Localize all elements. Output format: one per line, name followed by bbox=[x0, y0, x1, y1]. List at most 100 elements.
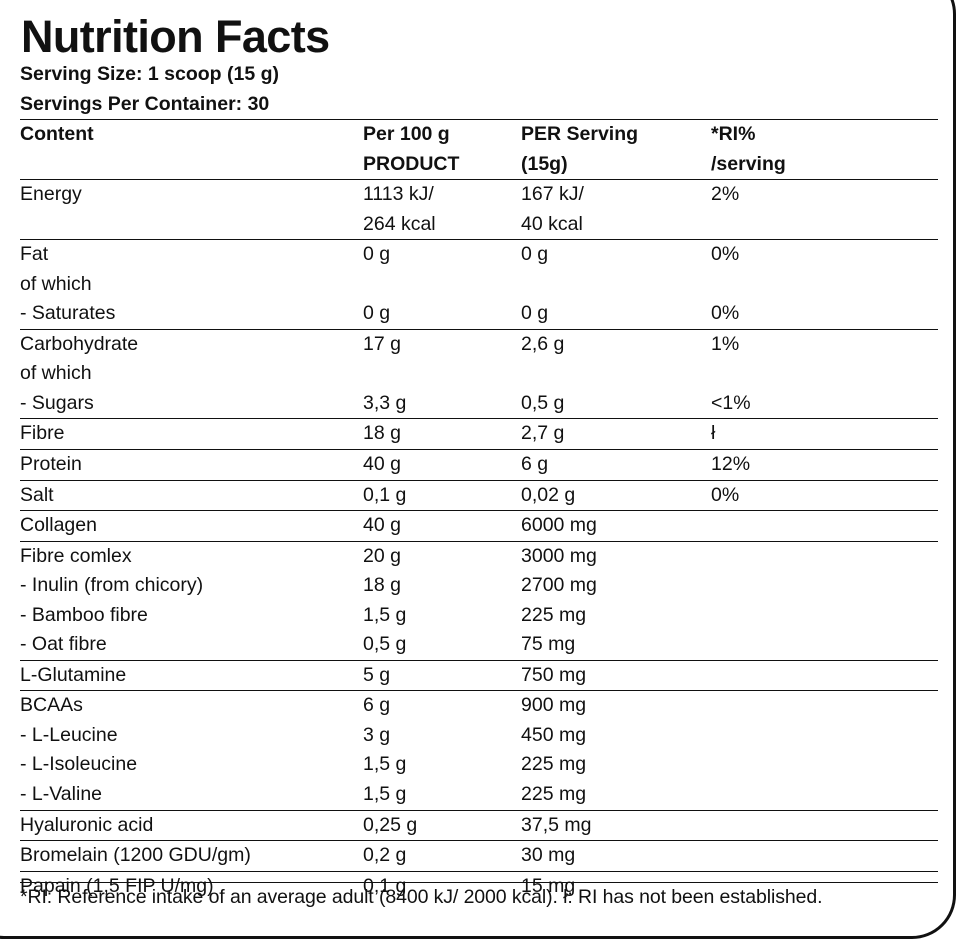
ri-value-text bbox=[711, 750, 938, 780]
nutrient-name: Hyaluronic acid bbox=[20, 810, 363, 841]
nutrient-name: - Bamboo fibre bbox=[20, 601, 363, 631]
per-100g-value: 0 g bbox=[363, 240, 521, 270]
nutrient-name: - L-Isoleucine bbox=[20, 750, 363, 780]
ri-value-text bbox=[711, 811, 938, 841]
header-ri-line2: /serving bbox=[711, 152, 786, 175]
nutrient-name-text: - L-Leucine bbox=[20, 723, 118, 746]
nutrient-group: Collagen 40 g 6000 mg bbox=[20, 510, 938, 542]
table-row: Protein 40 g 6 g 12% bbox=[20, 450, 938, 481]
per-serving-value: 2,6 g bbox=[521, 329, 711, 359]
per-100g-value-text: 40 g bbox=[363, 453, 401, 476]
ri-value-text bbox=[711, 359, 938, 389]
per-100g-value-text: 0 g bbox=[363, 243, 391, 266]
serving-size: Serving Size: 1 scoop (15 g) bbox=[20, 63, 279, 85]
per-serving-value bbox=[521, 359, 711, 389]
per-100g-value-text: 17 g bbox=[363, 332, 401, 355]
per-100g-value-text: 0,1 g bbox=[363, 874, 407, 897]
table-row: - Inulin (from chicory) 18 g 2700 mg bbox=[20, 571, 938, 601]
header-row: Content Per 100 g PRODUCT PER Serving (1… bbox=[20, 120, 938, 180]
nutrition-table: Content Per 100 g PRODUCT PER Serving (1… bbox=[20, 119, 938, 901]
nutrient-name-text: Fat bbox=[20, 243, 49, 266]
ri-value bbox=[711, 210, 938, 240]
ri-value: ł bbox=[711, 419, 938, 450]
per-serving-value: 2,7 g bbox=[521, 419, 711, 450]
per-serving-value: 0,5 g bbox=[521, 389, 711, 419]
nutrient-group: Energy 1113 kJ/167 kJ/2% 264 kcal 40 kcal bbox=[20, 179, 938, 240]
ri-value-text bbox=[711, 542, 938, 572]
per-serving-value: 40 kcal bbox=[521, 210, 711, 240]
table-row: Hyaluronic acid 0,25 g 37,5 mg bbox=[20, 810, 938, 841]
serving-info: Serving Size: 1 scoop (15 g) Servings Pe… bbox=[20, 60, 940, 119]
ri-value bbox=[711, 691, 938, 721]
table-row: Energy 1113 kJ/167 kJ/2% bbox=[20, 180, 938, 210]
nutrient-name: - Saturates bbox=[20, 299, 363, 329]
ri-value-text bbox=[711, 691, 938, 721]
nutrient-name: - Sugars bbox=[20, 389, 363, 419]
nutrient-name-text: - Saturates bbox=[20, 302, 116, 325]
nutrient-name-text: Carbohydrate bbox=[20, 332, 139, 355]
per-100g-value: 6 g bbox=[363, 691, 521, 721]
nutrient-name: Collagen bbox=[20, 511, 363, 542]
ri-value bbox=[711, 571, 938, 601]
per-serving-value-text: 2700 mg bbox=[521, 574, 597, 597]
table-row: Fat 0 g 0 g 0% bbox=[20, 240, 938, 270]
nutrient-name-text: - L-Isoleucine bbox=[20, 753, 138, 776]
nutrient-name-text: Protein bbox=[20, 453, 82, 476]
ri-value-text: 0% bbox=[711, 243, 740, 266]
per-serving-value-text: 3000 mg bbox=[521, 544, 597, 567]
nutrient-group: Fibre 18 g 2,7 g ł bbox=[20, 418, 938, 450]
ri-value-text bbox=[711, 571, 938, 601]
ri-value-text: ł bbox=[711, 422, 716, 445]
ri-value-text: 1% bbox=[711, 332, 740, 355]
ri-value: 2% bbox=[711, 180, 938, 210]
per-serving-value-text: 40 kcal bbox=[521, 212, 583, 235]
table-row: Salt 0,1 g 0,02 g 0% bbox=[20, 480, 938, 511]
per-serving-value: 900 mg bbox=[521, 691, 711, 721]
per-serving-value: 450 mg bbox=[521, 721, 711, 751]
ri-value-text bbox=[711, 661, 938, 691]
ri-value: <1% bbox=[711, 389, 938, 419]
nutrient-name bbox=[20, 210, 363, 240]
per-serving-value-text: 0,02 g bbox=[521, 483, 576, 506]
per-100g-value: 17 g bbox=[363, 329, 521, 359]
nutrient-name: of which bbox=[20, 359, 363, 389]
table-row: - L-Leucine 3 g 450 mg bbox=[20, 721, 938, 751]
per-100g-value: 20 g bbox=[363, 541, 521, 571]
nutrient-group: BCAAs 6 g 900 mg - L-Leucine 3 g 450 mg - L-Is… bbox=[20, 690, 938, 810]
per-serving-value-text: 0,5 g bbox=[521, 391, 565, 414]
per-serving-value-text: 0 g bbox=[521, 243, 549, 266]
per-serving-value-text: 450 mg bbox=[521, 723, 587, 746]
per-serving-value: 6000 mg bbox=[521, 511, 711, 542]
ri-value: 1% bbox=[711, 329, 938, 359]
nutrient-name: Fat bbox=[20, 240, 363, 270]
per-100g-value: 1,5 g bbox=[363, 601, 521, 631]
per-serving-value-text: 30 mg bbox=[521, 844, 576, 867]
nutrient-name-text: Bromelain (1200 GDU/gm) bbox=[20, 844, 251, 867]
nutrient-name-text: - Inulin (from chicory) bbox=[20, 574, 204, 597]
table-row: Fibre comlex 20 g 3000 mg bbox=[20, 541, 938, 571]
table-row: BCAAs 6 g 900 mg bbox=[20, 691, 938, 721]
table-row: - Sugars 3,3 g 0,5 g <1% bbox=[20, 389, 938, 419]
nutrient-name: - L-Valine bbox=[20, 780, 363, 810]
per-100g-value-text: 18 g bbox=[363, 422, 401, 445]
header-per100: Per 100 g PRODUCT bbox=[363, 120, 521, 180]
ri-value: 0% bbox=[711, 480, 938, 511]
ri-value bbox=[711, 780, 938, 810]
footnote-rule bbox=[20, 882, 938, 883]
header-ri: *RI% /serving bbox=[711, 120, 938, 180]
per-serving-value: 3000 mg bbox=[521, 541, 711, 571]
nutrient-group: Papain (1,5 FIP U/mg) 0,1 g 15 mg bbox=[20, 871, 938, 901]
per-100g-value: 0,25 g bbox=[363, 810, 521, 841]
per-serving-value-text: 0 g bbox=[521, 302, 549, 325]
nutrient-name: Bromelain (1200 GDU/gm) bbox=[20, 841, 363, 872]
per-serving-value: 750 mg bbox=[521, 660, 711, 691]
per-100g-value: 0 g bbox=[363, 299, 521, 329]
nutrient-name: - Inulin (from chicory) bbox=[20, 571, 363, 601]
ri-value: 0% bbox=[711, 299, 938, 329]
per-100g-value: 1,5 g bbox=[363, 750, 521, 780]
per-serving-value-text: 6 g bbox=[521, 453, 549, 476]
servings-per-container: Servings Per Container: 30 bbox=[20, 92, 270, 115]
ri-value-text bbox=[711, 721, 938, 751]
nutrient-group: Hyaluronic acid 0,25 g 37,5 mg bbox=[20, 810, 938, 841]
ri-value bbox=[711, 841, 938, 872]
